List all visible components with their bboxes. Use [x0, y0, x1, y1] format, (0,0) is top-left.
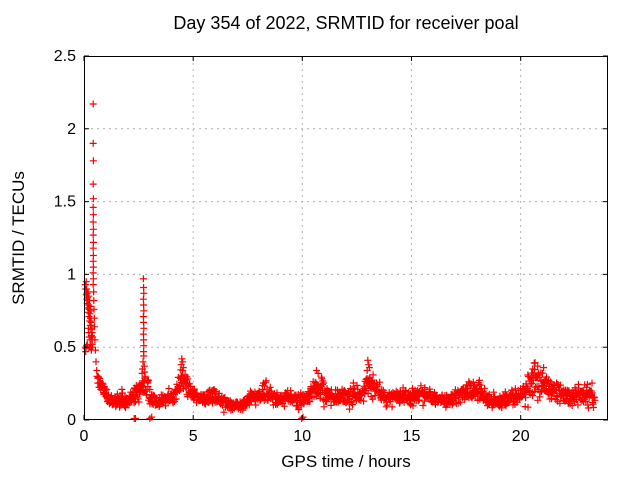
- y-tick-label: 2.5: [54, 48, 76, 65]
- plot-border: [84, 56, 608, 420]
- x-tick-label: 5: [189, 428, 198, 445]
- x-tick-label: 10: [293, 428, 311, 445]
- y-tick-label: 2: [67, 121, 76, 138]
- axis-ticks: [83, 55, 608, 421]
- y-tick-label: 0: [67, 412, 76, 429]
- scatter-plus-markers: [81, 100, 599, 422]
- y-tick-label: 1.5: [54, 194, 76, 211]
- y-tick-label: 1: [67, 266, 76, 283]
- y-axis-label: SRMTID / TECUs: [9, 171, 28, 305]
- x-tick-label: 20: [512, 428, 530, 445]
- data-points: [81, 100, 599, 422]
- y-tick-label: 0.5: [54, 339, 76, 356]
- tick-labels: 0 5 10 15 20 0 0.5 1 1.5 2 2.5: [54, 48, 530, 445]
- x-tick-label: 15: [403, 428, 421, 445]
- gridlines: [85, 57, 607, 419]
- x-axis-label: GPS time / hours: [281, 452, 410, 471]
- tick-marks: [83, 55, 608, 421]
- chart-title: Day 354 of 2022, SRMTID for receiver poa…: [173, 13, 518, 33]
- x-tick-label: 0: [80, 428, 89, 445]
